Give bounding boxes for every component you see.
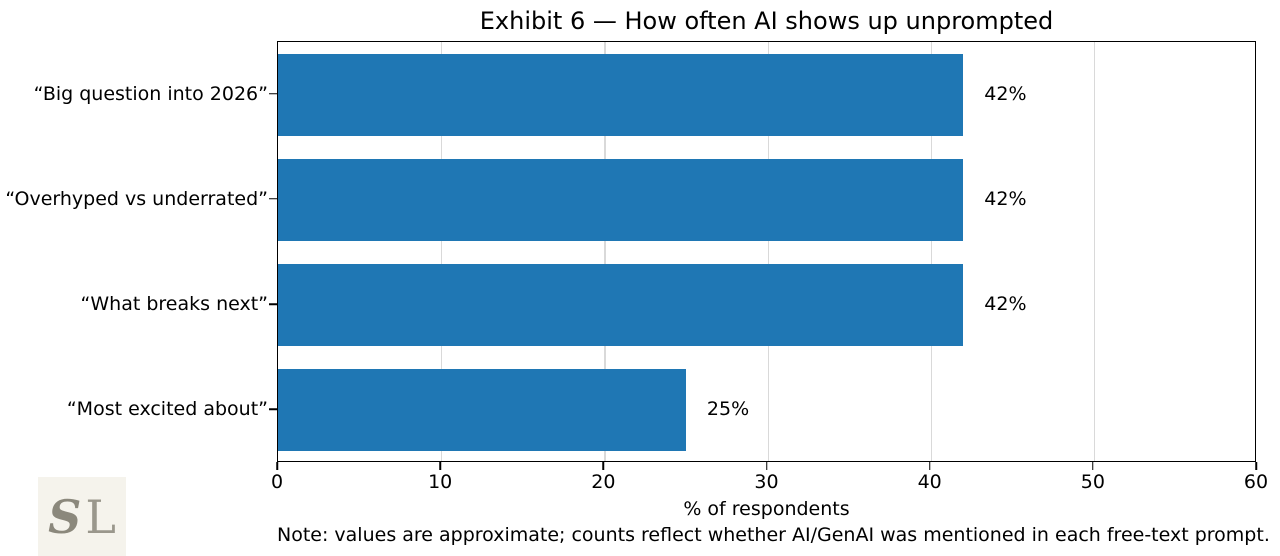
- x-tick-label-60: 60: [1243, 471, 1269, 493]
- footnote: Note: values are approximate; counts ref…: [277, 524, 1270, 546]
- x-tick-label-10: 10: [428, 471, 453, 493]
- bar-value-label-1: 42%: [984, 187, 1027, 210]
- x-tick-mark-10: [439, 462, 441, 470]
- x-tick-mark-50: [1092, 462, 1094, 470]
- brand-logo-letter-l: L: [85, 489, 116, 544]
- bar-2: [278, 264, 964, 347]
- y-tick-mark-3: [269, 408, 277, 411]
- x-axis-label: % of respondents: [683, 498, 850, 520]
- x-tick-mark-0: [276, 462, 278, 470]
- brand-logo-letter-s: S: [48, 489, 82, 544]
- bar-0: [278, 53, 964, 136]
- gridline-x-50: [1093, 42, 1096, 461]
- x-tick-mark-30: [765, 462, 768, 470]
- gridline-x-20: [604, 42, 606, 461]
- bar-1: [278, 158, 964, 241]
- category-label-0: “Big question into 2026”: [33, 82, 268, 105]
- x-tick-mark-60: [1255, 462, 1257, 470]
- x-tick-label-20: 20: [591, 471, 616, 493]
- plot-area: [277, 41, 1256, 462]
- gridline-x-10: [441, 42, 443, 461]
- chart-title: Exhibit 6 — How often AI shows up unprom…: [479, 7, 1054, 35]
- category-label-1: “Overhyped vs underrated”: [5, 187, 268, 210]
- x-tick-mark-40: [928, 462, 931, 470]
- x-tick-label-0: 0: [270, 471, 284, 493]
- y-tick-mark-0: [269, 92, 277, 95]
- x-tick-label-40: 40: [917, 471, 942, 493]
- category-label-3: “Most excited about”: [66, 398, 268, 421]
- x-tick-label-50: 50: [1080, 471, 1105, 493]
- gridline-x-30: [767, 42, 769, 461]
- bar-value-label-3: 25%: [706, 398, 750, 421]
- y-tick-mark-1: [269, 198, 277, 200]
- gridline-x-40: [930, 42, 932, 461]
- bar-value-label-2: 42%: [984, 293, 1027, 316]
- y-tick-mark-2: [269, 303, 277, 305]
- bar-3: [278, 369, 686, 452]
- x-tick-mark-20: [602, 462, 605, 470]
- x-tick-label-30: 30: [754, 471, 779, 493]
- category-label-2: “What breaks next”: [80, 293, 268, 316]
- bar-value-label-0: 42%: [984, 82, 1027, 105]
- brand-logo: S L: [38, 477, 126, 556]
